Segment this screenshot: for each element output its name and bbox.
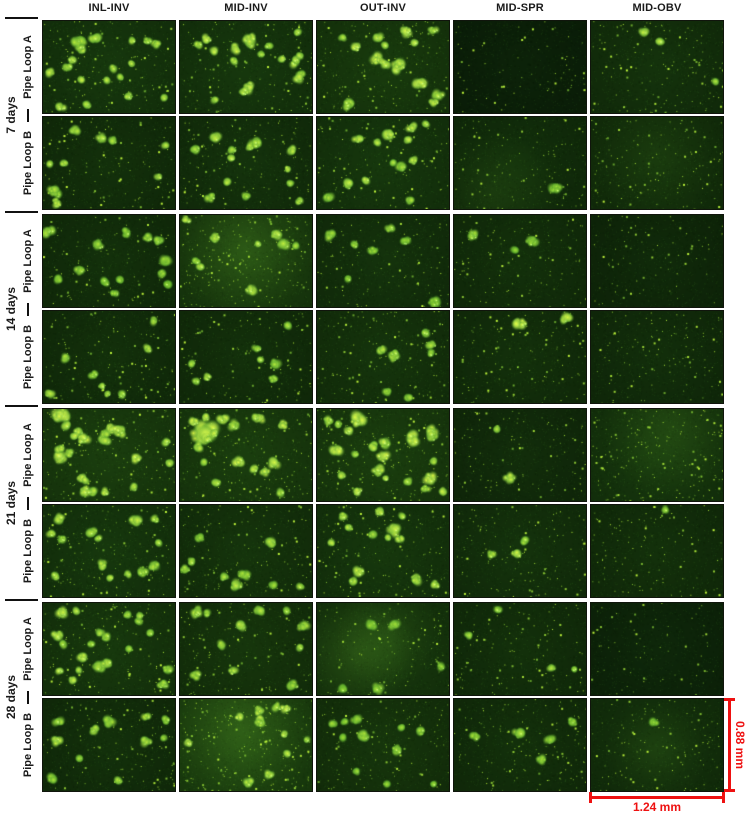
pipe-loop-label-14d-a: Pipe Loop A [22, 229, 34, 293]
micrograph-14d-a-out-inv [316, 214, 450, 308]
micrograph-28d-a-inl-inv [42, 602, 176, 696]
micrograph-21d-a-mid-spr [453, 408, 587, 502]
micrograph-7d-a-mid-inv [179, 20, 313, 114]
micrograph-14d-b-mid-spr [453, 310, 587, 404]
micrograph-7d-a-inl-inv [42, 20, 176, 114]
micrograph-14d-b-mid-obv [590, 310, 724, 404]
group-top-line [5, 405, 38, 407]
micrograph-28d-b-out-inv [316, 698, 450, 792]
micrograph-21d-a-inl-inv [42, 408, 176, 502]
micrograph-7d-b-inl-inv [42, 116, 176, 210]
pipe-loop-label-14d-b: Pipe Loop B [22, 324, 34, 390]
scalebar-horizontal-left-cap [589, 792, 592, 803]
micrograph-14d-a-mid-spr [453, 214, 587, 308]
micrograph-28d-b-mid-obv [590, 698, 724, 792]
micrograph-7d-b-mid-obv [590, 116, 724, 210]
micrograph-7d-a-out-inv [316, 20, 450, 114]
micrograph-21d-b-mid-spr [453, 504, 587, 598]
column-header-mid-obv: MID-OBV [632, 2, 682, 14]
micrograph-14d-b-mid-inv [179, 310, 313, 404]
micrograph-21d-b-mid-obv [590, 504, 724, 598]
pipe-loop-label-28d-b: Pipe Loop B [22, 712, 34, 778]
loop-divider-bar [26, 496, 29, 510]
scalebar-vertical [728, 698, 731, 792]
micrograph-14d-a-mid-obv [590, 214, 724, 308]
micrograph-21d-b-out-inv [316, 504, 450, 598]
scalebar-horizontal-right-cap [722, 792, 725, 803]
pipe-loop-label-28d-a: Pipe Loop A [22, 617, 34, 681]
column-header-out-inv: OUT-INV [359, 2, 406, 14]
micrograph-7d-a-mid-spr [453, 20, 587, 114]
micrograph-7d-a-mid-obv [590, 20, 724, 114]
micrograph-28d-b-mid-inv [179, 698, 313, 792]
scalebar-vertical-top-cap [724, 698, 735, 701]
pipe-loop-label-7d-a: Pipe Loop A [22, 35, 34, 99]
micrograph-21d-b-mid-inv [179, 504, 313, 598]
day-label-28-days: 28 days [4, 674, 18, 720]
pipe-loop-label-21d-b: Pipe Loop B [22, 518, 34, 584]
column-header-mid-inv: MID-INV [224, 2, 268, 14]
micrograph-21d-a-mid-obv [590, 408, 724, 502]
scalebar-vertical-bottom-cap [724, 789, 735, 792]
micrograph-21d-b-inl-inv [42, 504, 176, 598]
column-header-mid-spr: MID-SPR [496, 2, 544, 14]
column-header-inl-inv: INL-INV [88, 2, 130, 14]
micrograph-14d-a-inl-inv [42, 214, 176, 308]
loop-divider-bar [26, 302, 29, 316]
micrograph-28d-a-mid-inv [179, 602, 313, 696]
scalebar-horizontal [590, 796, 724, 799]
day-label-7-days: 7 days [4, 96, 18, 134]
micrograph-28d-a-mid-spr [453, 602, 587, 696]
micrograph-21d-a-out-inv [316, 408, 450, 502]
scalebar-horizontal-label: 1.24 mm [632, 800, 682, 813]
micrograph-14d-b-out-inv [316, 310, 450, 404]
micrograph-14d-b-inl-inv [42, 310, 176, 404]
micrograph-28d-b-inl-inv [42, 698, 176, 792]
group-top-line [5, 599, 38, 601]
micrograph-28d-b-mid-spr [453, 698, 587, 792]
micrograph-14d-a-mid-inv [179, 214, 313, 308]
micrograph-7d-b-mid-inv [179, 116, 313, 210]
loop-divider-bar [26, 690, 29, 704]
group-top-line [5, 211, 38, 213]
group-top-line [5, 17, 38, 19]
loop-divider-bar [26, 108, 29, 122]
micrograph-28d-a-mid-obv [590, 602, 724, 696]
pipe-loop-label-7d-b: Pipe Loop B [22, 130, 34, 196]
micrograph-28d-a-out-inv [316, 602, 450, 696]
scalebar-vertical-label: 0.88 mm [733, 720, 746, 770]
day-label-21-days: 21 days [4, 480, 18, 526]
micrograph-21d-a-mid-inv [179, 408, 313, 502]
pipe-loop-label-21d-a: Pipe Loop A [22, 423, 34, 487]
day-label-14-days: 14 days [4, 286, 18, 332]
micrograph-7d-b-mid-spr [453, 116, 587, 210]
micrograph-7d-b-out-inv [316, 116, 450, 210]
